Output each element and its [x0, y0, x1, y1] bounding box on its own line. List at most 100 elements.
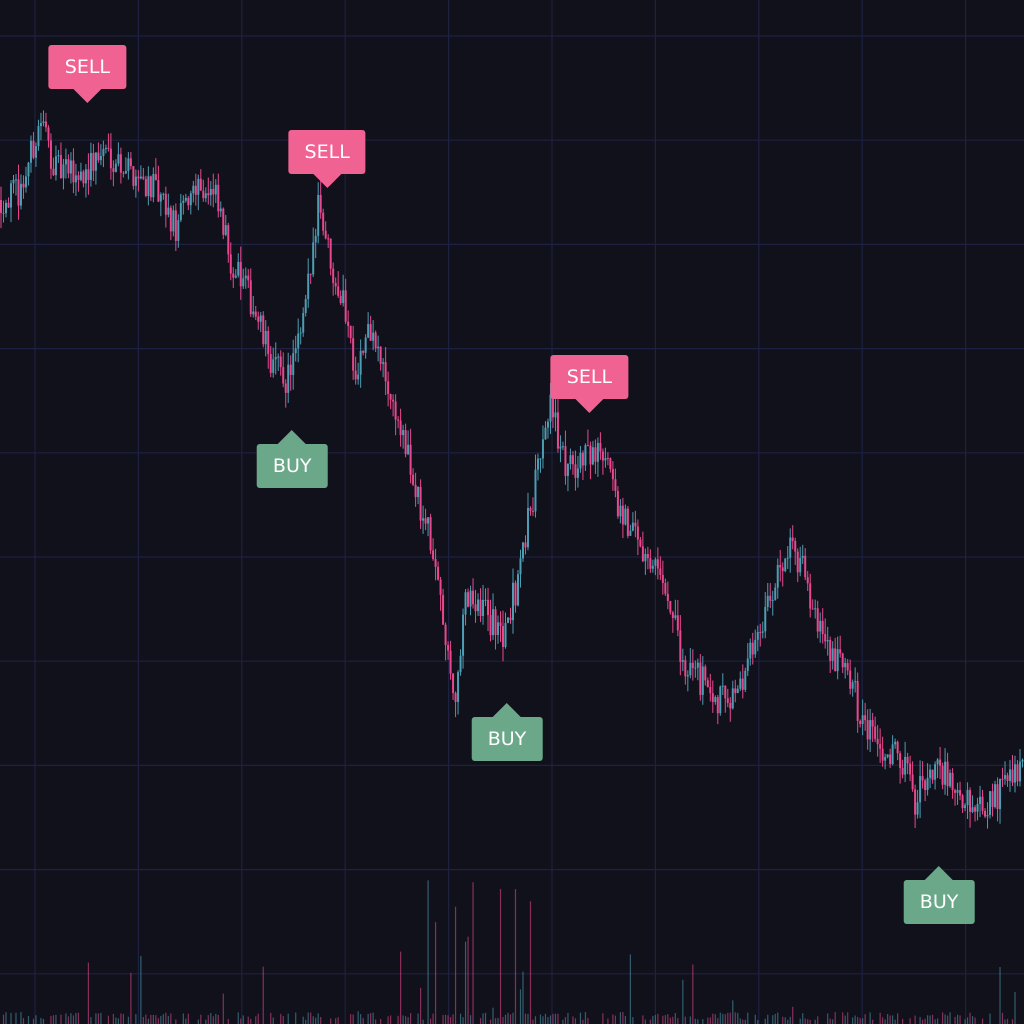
candle-body	[507, 617, 510, 623]
candle-body	[881, 748, 884, 761]
candle-body	[896, 741, 899, 754]
candle-body	[367, 324, 370, 338]
candle-body	[696, 662, 699, 668]
sell-signal-label: SELL	[550, 355, 629, 413]
candle-body	[724, 685, 727, 699]
candle-body	[504, 622, 507, 647]
candle-body	[467, 592, 470, 607]
candle-body	[207, 193, 210, 196]
sell-signal-label: SELL	[288, 130, 366, 188]
candle-body	[546, 421, 549, 428]
candle-body	[514, 582, 517, 606]
candle-body	[781, 567, 784, 572]
candle-body	[102, 149, 105, 156]
candle-body	[317, 195, 320, 236]
candle-body	[671, 612, 674, 618]
candle-body	[746, 658, 749, 671]
candle-body	[79, 171, 82, 181]
candle-body	[606, 458, 609, 460]
candle-body	[744, 670, 747, 690]
candle-body	[556, 412, 559, 449]
candle-body	[551, 394, 554, 418]
candle-body	[412, 474, 415, 485]
candle-body	[117, 154, 120, 164]
candle-body	[94, 152, 97, 171]
candle-body	[934, 764, 937, 780]
candle-body	[144, 178, 147, 197]
candle-body	[197, 178, 200, 195]
candle-body	[342, 290, 345, 304]
candle-body	[424, 518, 427, 524]
candle-body	[834, 648, 837, 672]
candle-body	[801, 555, 804, 559]
candle-body	[811, 608, 814, 610]
candle-body	[474, 604, 477, 612]
candle-body	[656, 559, 659, 569]
candle-body	[731, 688, 734, 709]
candle-body	[244, 275, 247, 279]
candle-body	[352, 338, 355, 371]
candle-body	[571, 455, 574, 465]
candle-body	[482, 600, 485, 616]
candle-body	[274, 357, 277, 360]
candle-body	[109, 148, 112, 169]
candle-body	[42, 121, 45, 124]
candle-body	[644, 553, 647, 562]
candle-body	[179, 203, 182, 221]
candle-body	[944, 761, 947, 785]
candle-body	[442, 594, 445, 625]
candle-body	[422, 518, 425, 521]
candle-body	[824, 634, 827, 642]
candle-body	[956, 790, 959, 793]
candle-body	[484, 599, 487, 601]
candle-body	[891, 744, 894, 765]
candle-body	[249, 280, 252, 315]
candle-body	[829, 640, 832, 661]
candle-body	[914, 789, 917, 815]
candle-body	[189, 193, 192, 206]
candle-body	[889, 754, 892, 765]
candle-body	[766, 595, 769, 607]
candle-body	[49, 140, 52, 169]
candle-body	[27, 162, 30, 177]
candle-body	[639, 539, 642, 547]
candle-body	[129, 158, 132, 167]
candle-body	[686, 675, 689, 677]
candle-body	[192, 185, 195, 194]
candle-body	[282, 367, 285, 384]
candle-body	[856, 681, 859, 721]
candle-body	[804, 555, 807, 578]
candle-body	[991, 791, 994, 807]
candle-body	[521, 542, 524, 559]
candle-body	[194, 185, 197, 195]
candle-body	[469, 590, 472, 607]
candle-body	[666, 593, 669, 601]
candle-body	[886, 754, 889, 758]
candle-body	[277, 356, 280, 358]
candle-body	[104, 147, 107, 150]
candle-body	[399, 420, 402, 436]
candle-body	[536, 458, 539, 470]
candle-body	[284, 383, 287, 393]
candle-body	[29, 140, 32, 163]
candle-body	[237, 261, 240, 276]
candle-body	[701, 666, 704, 695]
candle-body	[721, 685, 724, 687]
candle-body	[676, 615, 679, 631]
candle-body	[531, 510, 534, 512]
candle-body	[459, 655, 462, 673]
candle-body	[4, 202, 7, 214]
candle-body	[382, 362, 385, 364]
candle-body	[841, 653, 844, 668]
candle-body	[764, 606, 767, 632]
candle-body	[876, 738, 879, 745]
candle-body	[77, 175, 80, 181]
candle-body	[182, 200, 185, 204]
candle-body	[419, 486, 422, 521]
candle-body	[1021, 759, 1024, 762]
candle-body	[799, 558, 802, 573]
candle-body	[84, 169, 87, 184]
candle-body	[409, 444, 412, 475]
candle-body	[454, 692, 457, 702]
candle-body	[497, 622, 500, 635]
